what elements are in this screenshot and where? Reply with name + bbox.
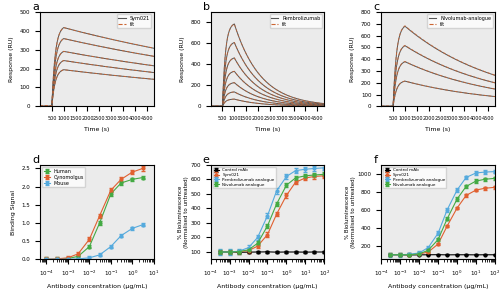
Text: f: f bbox=[374, 155, 378, 165]
Y-axis label: Response (RU): Response (RU) bbox=[350, 36, 356, 82]
Y-axis label: % Bioluminescence
(Normalised to untreated): % Bioluminescence (Normalised to untreat… bbox=[178, 176, 189, 248]
X-axis label: Antibody concentration (μg/mL): Antibody concentration (μg/mL) bbox=[46, 284, 147, 289]
X-axis label: Time (s): Time (s) bbox=[426, 127, 451, 132]
X-axis label: Antibody concentration (μg/mL): Antibody concentration (μg/mL) bbox=[217, 284, 318, 289]
Y-axis label: Binding Signal: Binding Signal bbox=[11, 190, 16, 235]
Legend: Nivolumab-analogue, fit: Nivolumab-analogue, fit bbox=[428, 14, 492, 28]
Text: e: e bbox=[202, 155, 209, 165]
Y-axis label: Response (RU): Response (RU) bbox=[9, 36, 14, 82]
Y-axis label: Response (RU): Response (RU) bbox=[180, 36, 185, 82]
Legend: Control mAb, Sym021, Pembrolizumab analogue, Nivolumab analogue: Control mAb, Sym021, Pembrolizumab analo… bbox=[212, 167, 276, 188]
Legend: Pembrolizumab, fit: Pembrolizumab, fit bbox=[270, 14, 322, 28]
X-axis label: Time (s): Time (s) bbox=[255, 127, 280, 132]
Y-axis label: % Bioluminescence
(Normalised to untreated): % Bioluminescence (Normalised to untreat… bbox=[346, 176, 356, 248]
X-axis label: Time (s): Time (s) bbox=[84, 127, 110, 132]
Legend: Human, Cynomolgus, Mouse: Human, Cynomolgus, Mouse bbox=[42, 167, 86, 187]
Text: b: b bbox=[202, 2, 209, 12]
Text: a: a bbox=[32, 2, 39, 12]
Text: c: c bbox=[374, 2, 380, 12]
Legend: Control mAb, Sym021, Pembrolizumab analogue, Nivolumab analogue: Control mAb, Sym021, Pembrolizumab analo… bbox=[384, 167, 446, 188]
Text: d: d bbox=[32, 155, 39, 165]
Legend: Sym021, fit: Sym021, fit bbox=[117, 14, 152, 28]
X-axis label: Antibody concentration (μg/mL): Antibody concentration (μg/mL) bbox=[388, 284, 488, 289]
